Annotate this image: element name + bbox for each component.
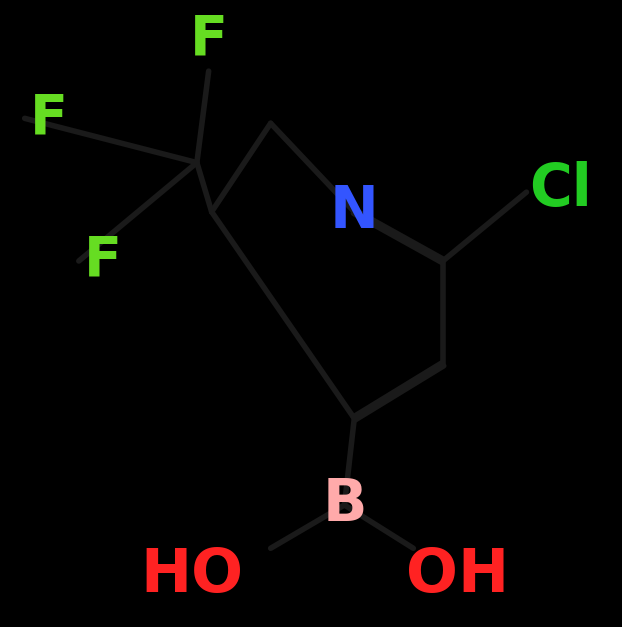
Text: B: B	[322, 477, 367, 534]
Text: F: F	[190, 12, 228, 66]
Text: N: N	[330, 183, 379, 240]
Text: Cl: Cl	[529, 161, 592, 218]
Text: F: F	[30, 92, 68, 145]
Text: OH: OH	[406, 546, 509, 605]
Text: F: F	[84, 234, 122, 288]
Text: HO: HO	[141, 546, 244, 605]
